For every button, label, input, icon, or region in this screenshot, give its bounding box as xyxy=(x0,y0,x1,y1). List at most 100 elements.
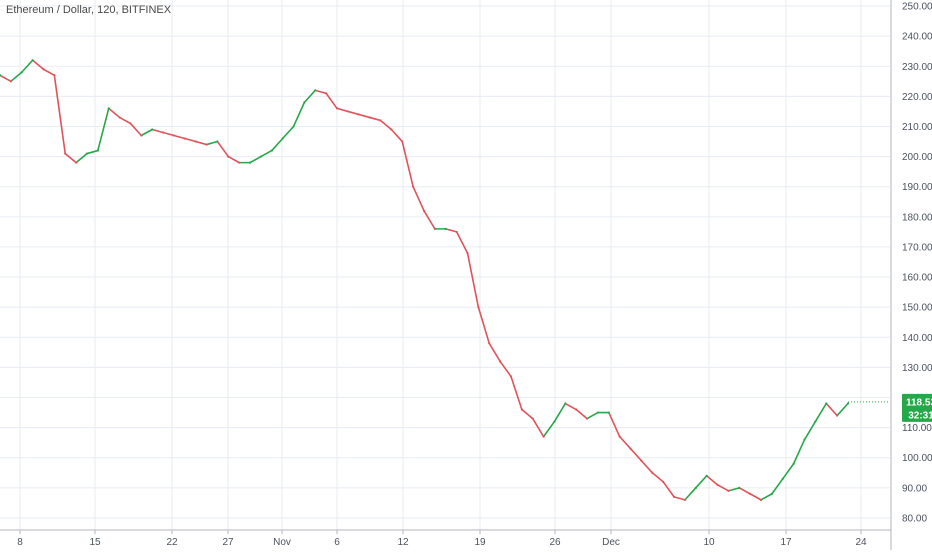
price-point xyxy=(325,92,328,95)
price-point xyxy=(662,480,665,483)
price-segment xyxy=(336,107,349,113)
price-point xyxy=(477,306,480,309)
price-point xyxy=(303,101,306,104)
price-segment xyxy=(412,185,425,212)
price-point xyxy=(444,227,447,230)
price-segment xyxy=(107,107,121,119)
x-tick-label: 6 xyxy=(334,537,340,548)
y-tick-label: 90.00 xyxy=(902,483,927,494)
x-tick-label: 22 xyxy=(166,537,178,548)
price-segment xyxy=(531,417,545,438)
price-segment xyxy=(564,402,578,411)
price-segment xyxy=(694,474,708,489)
price-point xyxy=(727,489,730,492)
price-segment xyxy=(466,252,480,308)
x-tick-label: 26 xyxy=(549,537,561,548)
price-segment xyxy=(521,408,534,420)
price-point xyxy=(379,119,382,122)
price-point xyxy=(9,80,12,83)
price-segment xyxy=(488,342,501,363)
price-segment xyxy=(151,128,164,134)
price-segment xyxy=(270,137,284,152)
legend-exchange: BITFINEX xyxy=(121,4,172,16)
x-tick-label: 19 xyxy=(474,537,486,548)
price-point xyxy=(183,137,186,140)
price-point xyxy=(694,486,697,489)
price-point xyxy=(172,134,176,137)
price-segment xyxy=(97,107,110,152)
price-segment xyxy=(553,402,567,423)
price-segment xyxy=(379,119,393,131)
price-point xyxy=(335,107,339,110)
y-tick-label: 190.00 xyxy=(902,182,932,193)
price-badge xyxy=(902,393,932,422)
price-point xyxy=(542,435,545,438)
y-tick-label: 140.00 xyxy=(902,333,932,344)
price-segment xyxy=(760,493,773,501)
price-point xyxy=(227,155,230,158)
price-segment xyxy=(608,411,621,438)
price-point xyxy=(509,375,513,378)
price-point xyxy=(825,402,828,405)
price-point xyxy=(803,438,806,441)
price-point xyxy=(292,125,295,128)
price-segment xyxy=(651,471,664,483)
price-point xyxy=(129,122,132,125)
price-segment xyxy=(673,496,686,501)
price-point xyxy=(422,209,426,212)
price-point xyxy=(75,161,78,164)
price-segment xyxy=(325,92,338,110)
price-point xyxy=(618,435,621,438)
price-point xyxy=(836,414,839,417)
price-segment xyxy=(803,420,817,441)
price-point xyxy=(585,417,589,420)
price-point xyxy=(314,89,317,92)
price-segment xyxy=(836,402,849,417)
price-point xyxy=(390,128,393,131)
price-segment xyxy=(640,459,654,474)
x-tick-label: 24 xyxy=(855,537,867,548)
price-segment xyxy=(205,140,219,146)
price-point xyxy=(846,402,850,405)
price-point xyxy=(640,459,643,462)
price-segment xyxy=(401,140,414,188)
price-segment xyxy=(303,89,317,104)
x-tick-label: 15 xyxy=(89,537,101,548)
price-point xyxy=(738,486,741,489)
price-segment xyxy=(292,101,306,128)
price-point xyxy=(705,474,708,477)
price-point xyxy=(194,140,197,143)
legend-interval: 120 xyxy=(97,4,116,16)
price-segment xyxy=(510,375,523,411)
price-segment xyxy=(618,435,632,450)
price-point xyxy=(205,143,208,146)
price-segment xyxy=(444,228,458,233)
price-segment xyxy=(738,487,751,495)
price-segment xyxy=(118,116,132,125)
y-tick-label: 150.00 xyxy=(902,303,932,314)
price-badge-value: 118.53 xyxy=(906,397,932,408)
price-segment xyxy=(162,131,175,137)
y-tick-label: 180.00 xyxy=(902,212,932,223)
price-segment xyxy=(173,134,186,140)
price-point xyxy=(596,411,600,414)
price-segment xyxy=(86,149,99,155)
y-tick-label: 230.00 xyxy=(902,62,932,73)
price-segment xyxy=(662,481,675,498)
price-segment xyxy=(499,360,512,378)
x-tick-label: Dec xyxy=(602,537,620,548)
price-segment xyxy=(129,122,143,137)
price-segment xyxy=(140,128,154,137)
price-point xyxy=(0,74,2,77)
price-point xyxy=(357,113,360,116)
price-point xyxy=(683,498,687,501)
price-segment xyxy=(347,110,360,116)
price-point xyxy=(259,155,263,158)
y-tick-label: 240.00 xyxy=(902,32,932,43)
price-point xyxy=(53,74,56,77)
price-point xyxy=(575,408,578,411)
price-segment xyxy=(194,140,208,146)
price-segment xyxy=(781,462,795,480)
